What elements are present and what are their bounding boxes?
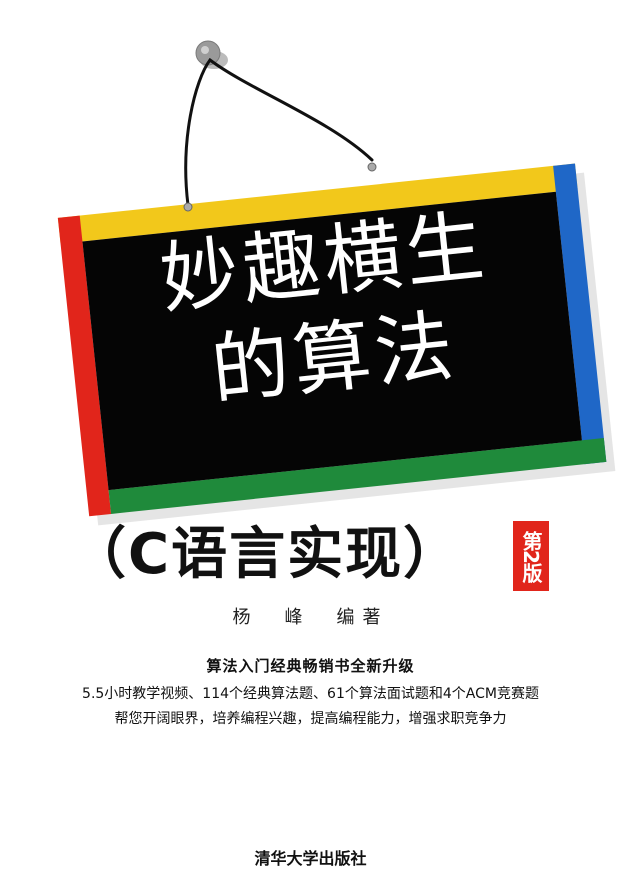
book-title: 妙趣横生 的算法	[120, 195, 540, 446]
author: 杨 峰 编著	[232, 607, 389, 628]
chalkboard	[82, 191, 582, 491]
screw-left-icon	[183, 202, 193, 212]
hanging-string	[184, 57, 374, 207]
publisher: 清华大学出版社	[254, 849, 367, 868]
edition-badge: 第2版	[513, 521, 549, 591]
screw-right-icon	[367, 162, 377, 172]
tagline-benefits: 帮您开阔眼界，培养编程兴趣，提高编程能力，增强求职竞争力	[114, 711, 507, 727]
frame-left-bar	[57, 215, 112, 517]
frame-top-bar	[57, 163, 578, 244]
frame-bottom-bar	[108, 438, 607, 514]
tagline-headline: 算法入门经典畅销书全新升级	[206, 657, 415, 675]
subtitle-row: （C语言实现）	[70, 520, 550, 590]
tagline-features: 5.5小时教学视频、114个经典算法题、61个算法面试题和4个ACM竞赛题	[82, 686, 539, 702]
book-subtitle: （C语言实现）	[70, 522, 462, 587]
frame-right-bar	[553, 163, 607, 465]
